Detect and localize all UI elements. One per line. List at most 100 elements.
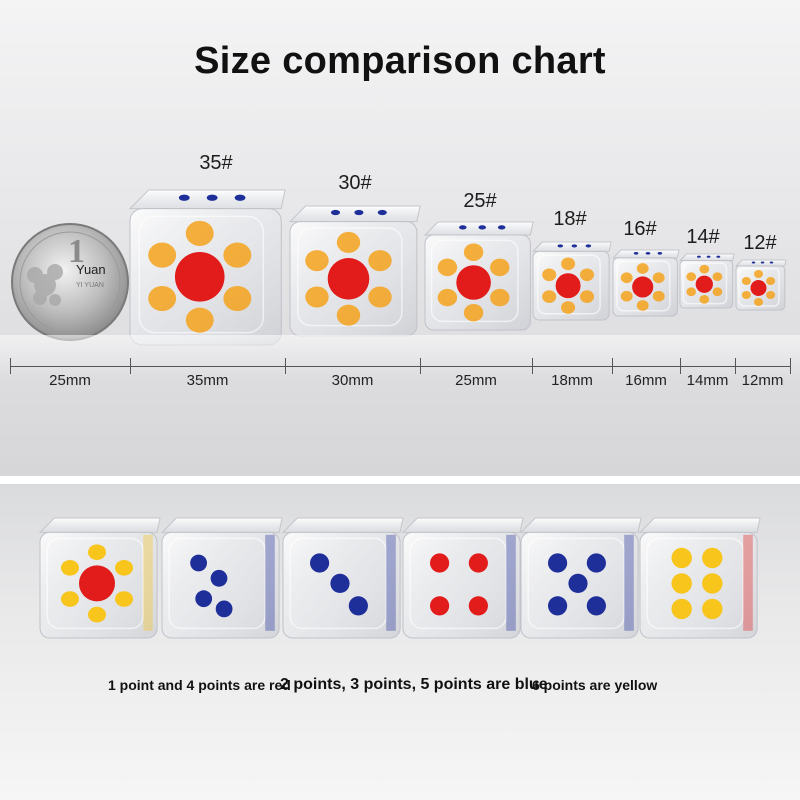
ruler-line xyxy=(10,366,790,367)
yellow-flower-dot xyxy=(542,268,557,282)
yellow-flower-dot xyxy=(437,288,458,307)
dice-size-code: 18# xyxy=(553,208,587,230)
ruler-tick xyxy=(285,358,286,374)
yellow-flower-dot xyxy=(336,231,361,253)
size-dice-row xyxy=(128,189,787,346)
blue-pip xyxy=(716,255,721,258)
dice-width-label: 16mm xyxy=(625,372,667,389)
yellow-pip xyxy=(702,573,723,594)
yellow-flower-dot xyxy=(463,243,484,261)
yellow-flower-dot xyxy=(305,250,329,272)
coin: 1 Yuan YI YUAN xyxy=(11,223,129,341)
yellow-pip xyxy=(671,598,692,620)
clear-dice xyxy=(638,517,761,639)
yellow-flower-dot xyxy=(490,288,510,307)
blue-pip xyxy=(697,255,701,258)
blue-pip xyxy=(215,600,233,618)
yellow-flower-dot xyxy=(463,303,484,322)
coin-pinyin: YI YUAN xyxy=(76,282,104,289)
side-face-tint xyxy=(265,534,275,631)
yellow-flower-dot xyxy=(686,287,697,297)
red-pip xyxy=(79,565,115,602)
yellow-flower-dot xyxy=(620,290,633,302)
yellow-pip xyxy=(671,573,692,594)
yellow-flower-dot xyxy=(60,591,79,607)
ruler-tick xyxy=(680,358,681,374)
blue-pip xyxy=(751,261,756,264)
yellow-pip xyxy=(702,598,723,620)
yellow-flower-dot xyxy=(223,242,252,268)
blue-pip xyxy=(478,225,487,230)
dice-width-label: 25mm xyxy=(455,372,497,389)
blue-pip xyxy=(657,251,663,255)
yellow-flower-dot xyxy=(699,294,710,304)
clear-dice xyxy=(128,189,286,346)
yellow-flower-dot xyxy=(223,285,252,312)
side-face-tint xyxy=(506,534,516,631)
yellow-flower-dot xyxy=(686,272,697,282)
yellow-flower-dot xyxy=(60,560,79,576)
side-face-tint xyxy=(743,534,753,631)
dice-size-code: 25# xyxy=(463,190,497,212)
red-pip xyxy=(327,258,370,300)
dice-width-label: 18mm xyxy=(551,372,593,389)
yellow-flower-dot xyxy=(561,301,576,314)
blue-pip xyxy=(571,244,578,248)
yellow-flower-dot xyxy=(368,286,392,308)
blue-pip xyxy=(497,225,506,230)
side-face-tint xyxy=(386,534,396,631)
clear-dice xyxy=(281,517,404,639)
yellow-flower-dot xyxy=(712,272,723,282)
dice-width-label: 12mm xyxy=(741,372,784,389)
clear-dice xyxy=(160,517,283,639)
yellow-flower-dot xyxy=(305,286,329,308)
yellow-flower-dot xyxy=(542,290,557,303)
blue-pip xyxy=(234,194,246,201)
red-pip xyxy=(430,596,450,616)
yellow-flower-dot xyxy=(741,276,751,286)
clear-dice xyxy=(678,253,735,309)
caption-yellow-points: 6 points are yellow xyxy=(532,677,658,693)
clear-dice xyxy=(531,241,612,321)
red-pip xyxy=(468,596,488,616)
red-pip xyxy=(174,251,225,302)
blue-pip xyxy=(568,573,588,594)
dice-size-code: 30# xyxy=(338,172,372,194)
side-face-tint xyxy=(143,534,153,631)
dice-size-code: 35# xyxy=(199,152,233,174)
yellow-flower-dot xyxy=(636,300,649,311)
yellow-flower-dot xyxy=(754,297,763,307)
yellow-flower-dot xyxy=(185,307,214,333)
blue-pip xyxy=(354,209,364,216)
ruler-tick xyxy=(790,358,791,374)
yellow-flower-dot xyxy=(88,544,106,560)
blue-pip xyxy=(195,590,213,608)
blue-pip xyxy=(585,244,592,248)
ruler-tick xyxy=(10,358,11,374)
yellow-flower-dot xyxy=(766,276,776,286)
blue-pip xyxy=(548,553,568,573)
pip-dice-row xyxy=(38,517,761,639)
red-pip xyxy=(430,553,450,573)
dice-width-label: 35mm xyxy=(186,372,229,389)
red-pip xyxy=(632,276,654,298)
coin-unit: Yuan xyxy=(76,262,106,277)
page-title: Size comparison chart xyxy=(194,40,606,82)
blue-pip xyxy=(330,209,341,216)
red-pip xyxy=(456,265,491,300)
clear-dice xyxy=(288,205,421,337)
panel-divider xyxy=(0,476,800,484)
peony-flower-icon xyxy=(27,264,63,306)
surface-reflection xyxy=(0,335,800,380)
ruler-tick xyxy=(420,358,421,374)
yellow-flower-dot xyxy=(148,242,177,268)
clear-dice xyxy=(423,221,534,331)
clear-dice xyxy=(38,517,161,639)
yellow-flower-dot xyxy=(368,250,392,272)
dice-size-code: 14# xyxy=(686,226,720,248)
clear-dice xyxy=(734,259,787,311)
blue-pip xyxy=(377,209,387,216)
yellow-flower-dot xyxy=(185,220,214,246)
yellow-flower-dot xyxy=(490,258,510,277)
